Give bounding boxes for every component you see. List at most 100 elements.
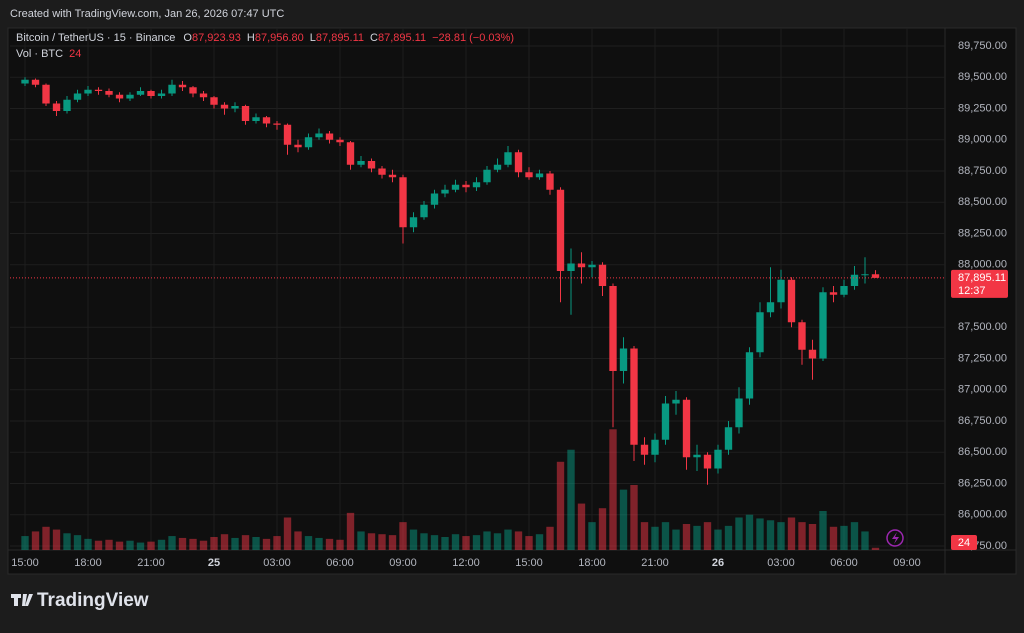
x-tick-label: 26 [712,557,724,569]
candle-body [357,161,365,165]
x-tick-label: 09:00 [893,557,921,569]
ohlc-value: 87,956.80 [255,32,304,44]
candle-body [136,91,145,95]
ohlc-key: H [247,32,255,44]
volume-bar [294,531,302,550]
volume-bar [231,537,239,550]
candle-body [619,348,628,371]
y-tick-label: 89,250.00 [958,102,1007,114]
candle-body [819,292,827,359]
ohlc-value: 87,895.11 [316,32,364,44]
x-tick-label: 12:00 [452,557,480,569]
attribution: Created with TradingView.com, Jan 26, 20… [10,8,284,20]
candle-body [672,399,680,404]
candle-body [199,93,208,98]
candle-body [336,139,344,143]
volume-bar [441,537,449,550]
volume-bar [735,517,743,550]
volume-bar [315,537,323,550]
volume-bar [483,531,491,550]
volume-bar [136,542,145,550]
volume-bar [472,535,481,550]
volume-bar [451,534,460,550]
candle-body [451,184,460,190]
alert-icon[interactable] [886,529,904,547]
volume-bar [840,525,848,550]
candle-body [73,93,82,100]
volume-bar [21,536,29,550]
x-tick-label: 18:00 [578,557,606,569]
alert-bolt [892,532,899,544]
volume-bar [430,535,439,550]
countdown: 12:37 [958,285,986,297]
volume-bar [630,485,638,550]
volume-bar [273,536,281,550]
volume-bar [325,538,334,550]
y-tick-label: 87,000.00 [958,384,1007,396]
volume-bar [871,547,880,550]
y-tick-label: 87,500.00 [958,321,1007,333]
candle-body [21,79,29,84]
volume-bar [420,533,428,550]
candle-body [252,117,260,121]
candle-body [315,133,323,138]
volume-bar [304,536,313,550]
candle-body [871,274,880,278]
candle-body [630,348,638,445]
candle-body [850,274,859,286]
volume-bar [357,531,365,550]
y-tick-label: 89,000.00 [958,134,1007,146]
candle-body [787,279,796,323]
candle-body [178,84,187,88]
candle-body [189,87,197,94]
volume-bar [504,529,512,550]
volume-bar [640,522,649,550]
volume-info: Vol · BTC 24 [16,48,81,60]
volume-bar [577,503,586,550]
volume-last-label: 24 [958,537,970,549]
volume-bar [462,536,470,550]
candle-body [52,103,61,111]
volume-bar [829,526,838,550]
x-tick-label: 09:00 [389,557,417,569]
volume-bar [115,541,124,550]
symbol: Bitcoin / TetherUS · 15 · Binance [16,32,175,44]
volume-bar [546,526,554,550]
volume-bar [52,529,61,550]
volume-bar [693,525,701,550]
volume-bar [756,518,764,550]
candle-body [283,124,292,145]
candle-body [94,89,103,91]
volume-bar [336,539,344,550]
candle-body [409,217,418,228]
y-tick-label: 88,000.00 [958,259,1007,271]
candle-body [766,302,775,313]
candle-body [682,399,691,458]
candle-body [378,168,386,175]
candle-body [420,204,428,218]
volume-bar [672,529,680,550]
candle-body [808,349,817,359]
change: −28.81 (−0.03%) [432,32,514,44]
candle-body [210,97,218,105]
candle-body [651,439,659,455]
volume-bar [252,537,260,550]
candle-body [609,286,617,371]
volume-bar [147,541,155,550]
volume-bar [378,534,386,550]
volume-bar [241,535,250,550]
y-tick-label: 88,750.00 [958,165,1007,177]
plot: 85,750.0086,000.0086,250.0086,500.0086,7… [10,28,1008,569]
candle-body [777,279,785,303]
candle-body [241,106,250,121]
candle-body [745,352,754,399]
volume-bar [367,533,376,550]
candle-body [735,398,743,428]
candle-body [84,89,92,94]
volume-bar [724,525,733,550]
candle-body [115,94,124,99]
candle-body [157,93,166,96]
volume-bar [619,489,628,550]
volume-bar [220,534,229,550]
